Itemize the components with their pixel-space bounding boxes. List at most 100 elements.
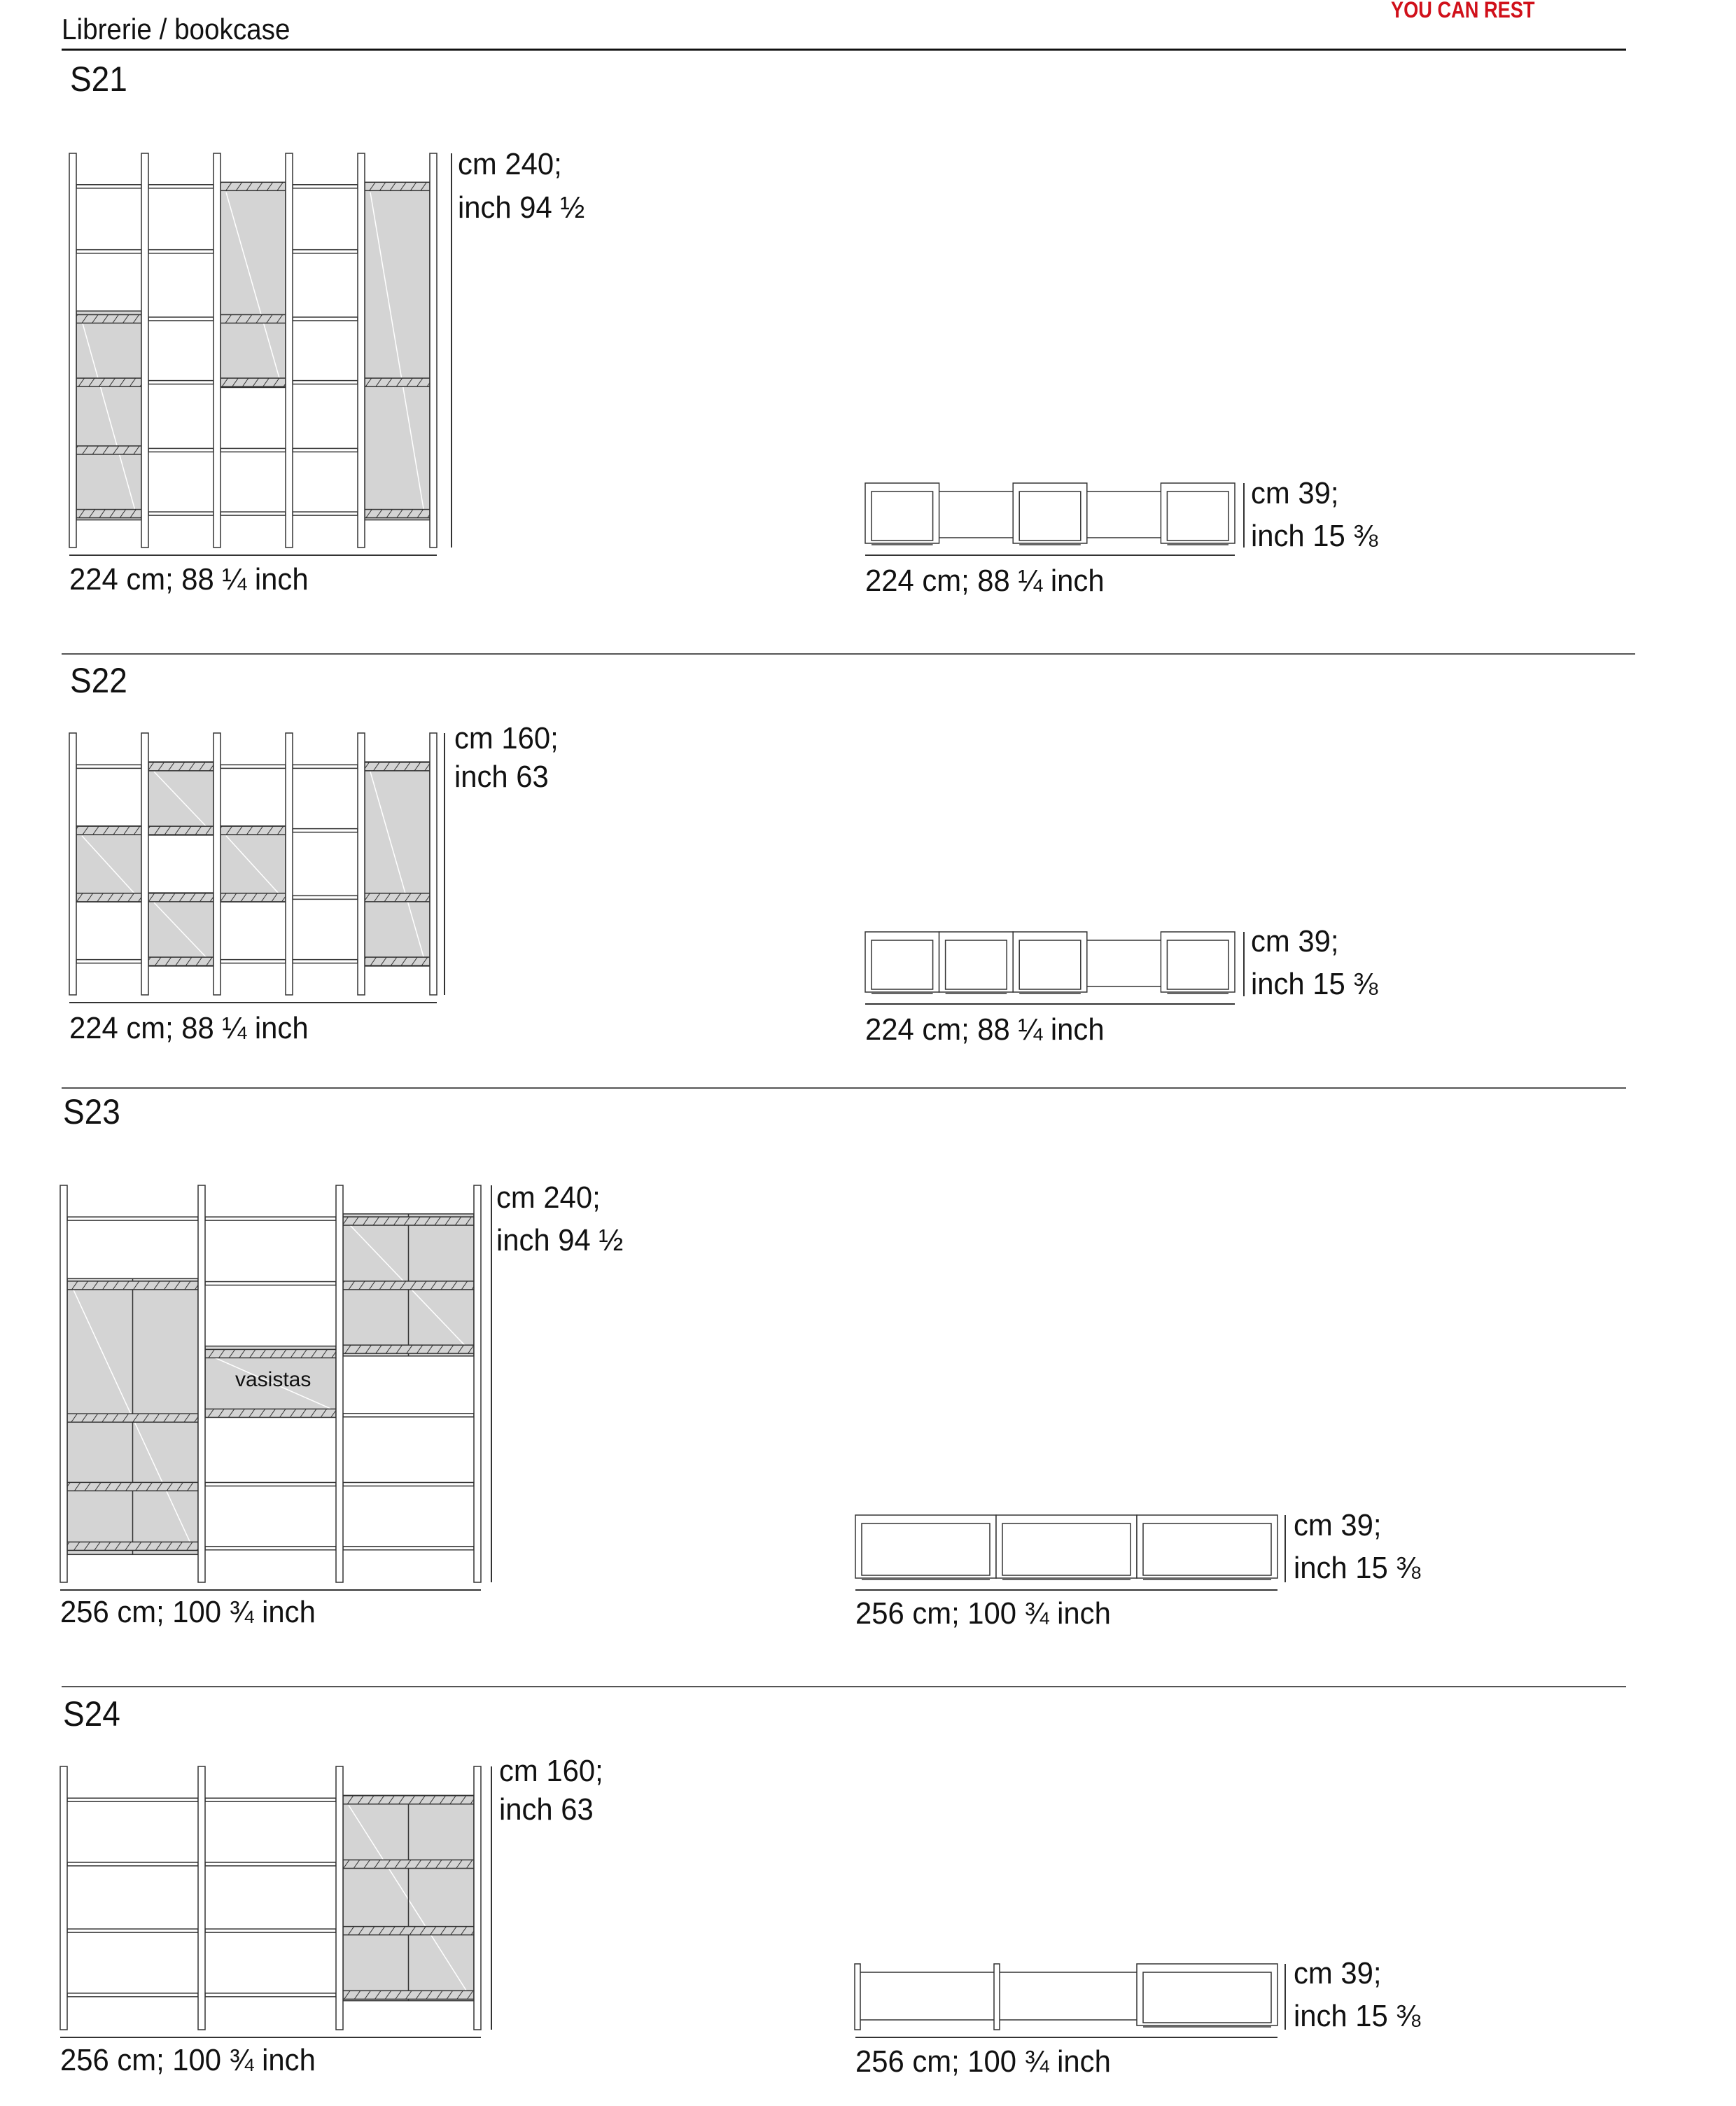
glass-reflection — [370, 192, 425, 513]
upright — [213, 732, 221, 996]
upright — [335, 1185, 344, 1583]
glass-shelf — [364, 377, 430, 387]
shelf — [292, 828, 358, 833]
elevation-height-inch: inch 63 — [454, 760, 549, 794]
module-box — [938, 931, 1014, 993]
glass-shelf — [364, 893, 430, 902]
s23-elevation — [59, 1185, 492, 1591]
plan-depth-inch: inch 15 ⅜ — [1251, 967, 1378, 1001]
elevation-height-cm: cm 240; — [496, 1180, 601, 1215]
plan-depth-cm: cm 39; — [1294, 1956, 1382, 1990]
shelf — [66, 1993, 199, 1997]
shelf — [76, 958, 142, 964]
glass-shelf — [342, 1795, 475, 1805]
shelf — [292, 511, 358, 516]
shelf — [220, 511, 286, 516]
glass-shelf — [76, 508, 142, 519]
shelf — [292, 249, 358, 254]
shelf — [148, 184, 214, 189]
glass-shelf — [342, 1925, 475, 1936]
shelf — [76, 184, 142, 189]
glass-shelf — [148, 762, 214, 772]
shelf — [342, 1545, 475, 1551]
shelf — [292, 184, 358, 189]
glass-shelf — [76, 445, 142, 455]
module-inner — [871, 940, 934, 990]
shelf — [66, 1216, 199, 1221]
upright — [59, 1766, 68, 2030]
shelf — [292, 895, 358, 900]
module-box — [1136, 1963, 1278, 2026]
upright — [213, 153, 221, 548]
glass-shelf — [76, 377, 142, 387]
module-inner — [1002, 1523, 1131, 1576]
glass-shelf — [364, 181, 430, 192]
elevation-height-inch: inch 94 ½ — [458, 190, 585, 225]
plan-width: 256 cm; 100 ¾ inch — [855, 2044, 1111, 2079]
glass-shelf — [220, 314, 286, 324]
shelf — [148, 249, 214, 254]
upright — [69, 732, 77, 996]
module-inner — [1142, 1523, 1272, 1576]
shelf — [76, 764, 142, 769]
module-inner — [1018, 940, 1082, 990]
upright — [197, 1766, 206, 2030]
page-title: Librerie / bookcase — [62, 13, 290, 46]
plan-depth-cm: cm 39; — [1294, 1508, 1382, 1542]
shelf — [204, 1216, 337, 1221]
glass-shelf — [204, 1408, 337, 1418]
shelf — [204, 1281, 337, 1286]
plan-width: 224 cm; 88 ¼ inch — [865, 1012, 1105, 1047]
shelf — [66, 1928, 199, 1933]
shelf — [204, 1862, 337, 1867]
glass-shelf — [148, 825, 214, 835]
glass-shelf — [66, 1281, 199, 1290]
shelf — [220, 447, 286, 453]
upright — [285, 732, 293, 996]
module-inner — [1166, 940, 1229, 990]
plan-depth-inch: inch 15 ⅜ — [1294, 1551, 1421, 1585]
shelf — [204, 1993, 337, 1997]
upright — [141, 153, 149, 548]
glass-reflection — [153, 902, 209, 960]
s21-plan — [864, 482, 1245, 556]
module-box — [855, 1514, 997, 1579]
brand-logo: YOU CAN REST — [1391, 0, 1535, 22]
glass-shelf — [220, 377, 286, 387]
glass-shelf — [66, 1413, 199, 1423]
glass-shelf — [364, 508, 430, 519]
glass-shelf — [66, 1481, 199, 1492]
upright — [429, 153, 438, 548]
module-box — [1160, 482, 1236, 544]
shelf — [292, 447, 358, 453]
shelf — [204, 1797, 337, 1803]
s22-plan — [864, 931, 1245, 1005]
shelf — [148, 511, 214, 516]
upright — [69, 153, 77, 548]
glass-shelf — [148, 893, 214, 902]
shelf — [220, 764, 286, 769]
vasistas-label: vasistas — [235, 1368, 312, 1391]
glass-shelf — [220, 181, 286, 192]
elevation-height-cm: cm 160; — [499, 1754, 603, 1788]
shelf — [342, 1413, 475, 1418]
glass-shelf — [342, 1281, 475, 1290]
shelf — [204, 1928, 337, 1933]
glass-reflection — [81, 320, 136, 513]
section-code-s21: S21 — [70, 60, 127, 99]
shelf — [204, 1545, 337, 1551]
elevation-height-inch: inch 63 — [499, 1792, 594, 1827]
shelf — [292, 764, 358, 769]
plan-depth-cm: cm 39; — [1251, 924, 1339, 958]
module-box — [1012, 931, 1088, 993]
upright — [854, 1963, 861, 2030]
module-inner — [861, 1523, 990, 1576]
glass-shelf — [364, 956, 430, 966]
glass-reflection — [225, 835, 281, 895]
glass-shelf — [342, 1216, 475, 1226]
shelf — [292, 958, 358, 964]
shelf — [66, 1797, 199, 1803]
glass-shelf — [204, 1348, 337, 1359]
upright — [357, 153, 365, 548]
